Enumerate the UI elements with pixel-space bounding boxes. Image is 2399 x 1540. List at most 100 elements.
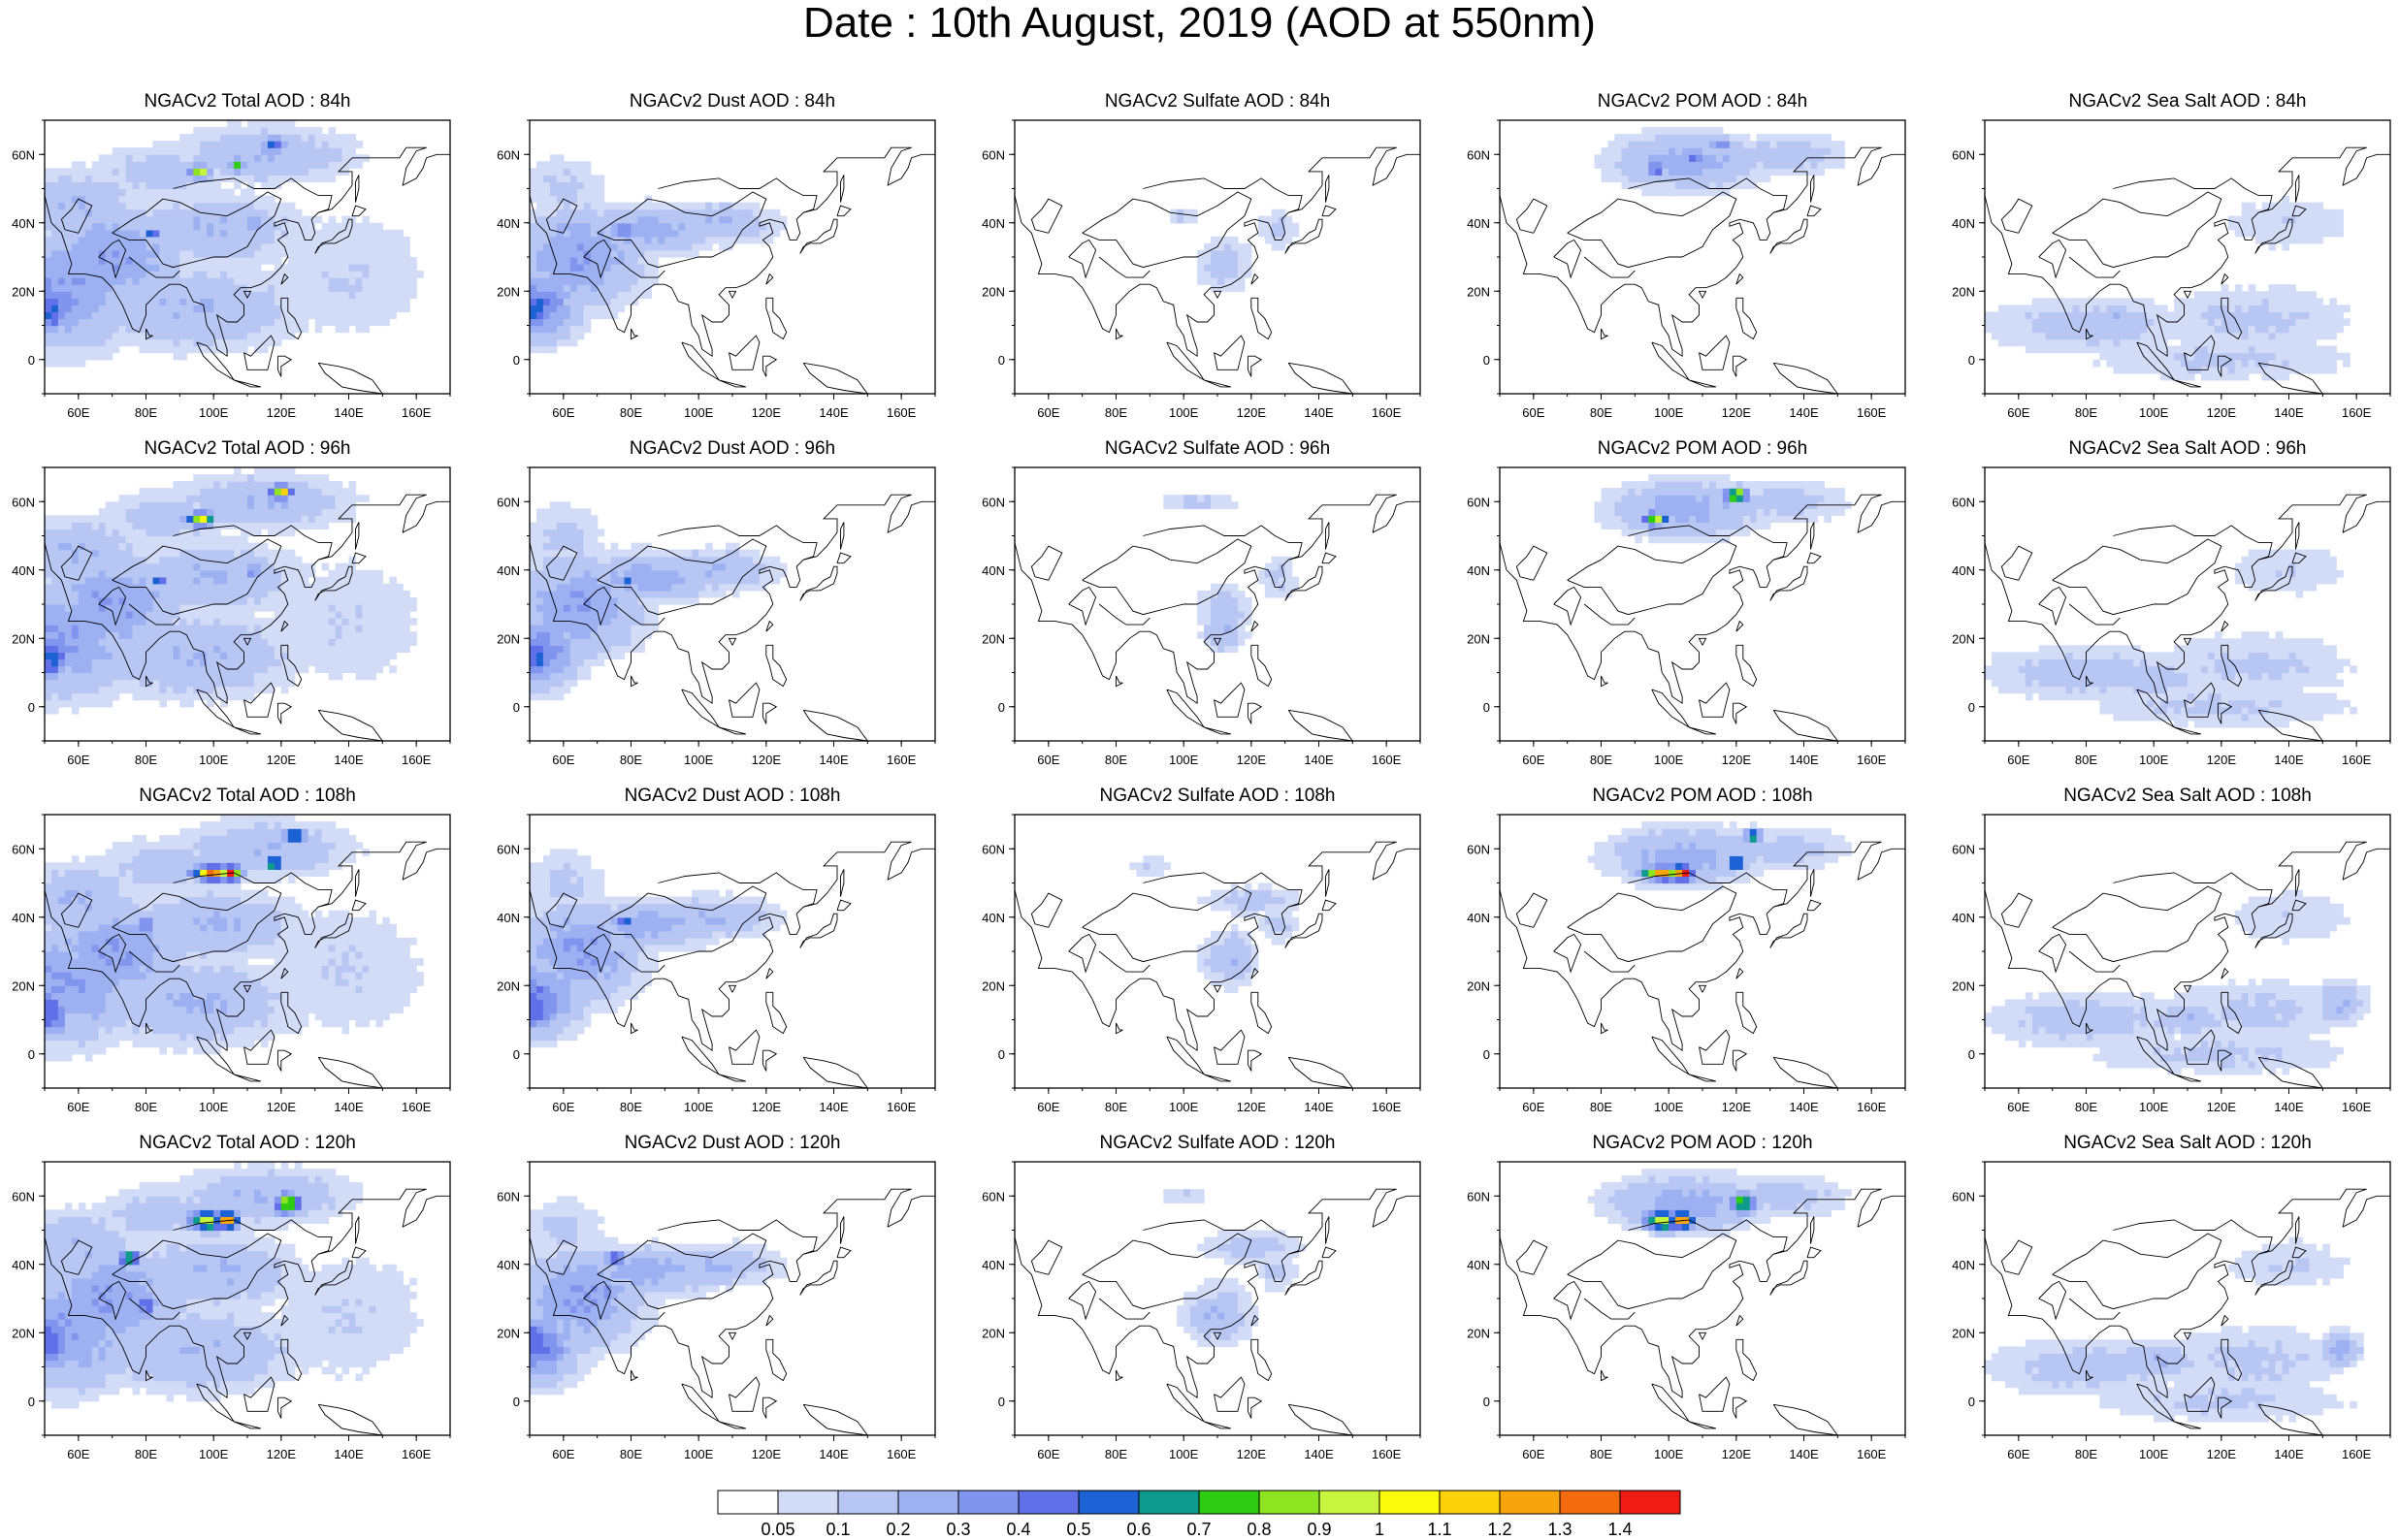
- aod-cell: [583, 195, 592, 204]
- aod-cell: [173, 188, 180, 197]
- aod-cell: [583, 257, 592, 265]
- aod-cell: [173, 175, 180, 182]
- aod-cell: [563, 175, 571, 182]
- aod-cell: [64, 352, 73, 361]
- aod-cell: [2200, 332, 2209, 340]
- aod-cell: [220, 611, 228, 619]
- aod-cell: [234, 618, 242, 626]
- aod-cell: [139, 638, 147, 646]
- aod-cell: [64, 332, 73, 340]
- aod-cell: [91, 611, 100, 619]
- aod-cell: [118, 556, 127, 564]
- aod-cell: [213, 501, 221, 509]
- aod-cell: [159, 229, 167, 238]
- aod-cell: [569, 325, 578, 334]
- aod-cell: [583, 298, 592, 305]
- aod-cell: [369, 576, 376, 585]
- aod-cell: [2221, 332, 2229, 340]
- aod-cell: [2200, 325, 2209, 334]
- aod-cell: [186, 332, 194, 340]
- aod-cell: [389, 311, 397, 320]
- aod-cell: [260, 298, 269, 305]
- aod-cell: [624, 249, 632, 258]
- aod-cell: [692, 236, 699, 244]
- aod-cell: [64, 672, 73, 681]
- aod-cell: [549, 284, 558, 292]
- lon-tick-label: 80E: [1590, 405, 1612, 420]
- aod-cell: [294, 645, 303, 653]
- aod-cell: [64, 188, 73, 197]
- aod-cell: [2288, 325, 2297, 334]
- aod-cell: [603, 249, 612, 258]
- aod-cell: [603, 222, 612, 231]
- aod-cell: [267, 209, 276, 217]
- aod-cell: [78, 311, 86, 320]
- aod-cell: [536, 188, 544, 197]
- aod-cell: [213, 202, 221, 210]
- aod-cell: [166, 141, 174, 148]
- aod-cell: [247, 474, 255, 482]
- aod-cell: [227, 264, 235, 272]
- aod-cell: [2275, 305, 2284, 312]
- aod-cell: [267, 154, 276, 162]
- aod-cell: [1689, 175, 1697, 182]
- aod-cell: [159, 291, 167, 299]
- aod-cell: [260, 631, 269, 639]
- aod-cell: [105, 311, 113, 320]
- aod-cell: [2147, 366, 2155, 374]
- aod-cell: [563, 325, 571, 334]
- aod-cell: [267, 168, 276, 176]
- aod-cell: [280, 645, 289, 653]
- aod-cell: [260, 181, 269, 190]
- aod-cell: [234, 127, 242, 135]
- aod-cell: [287, 672, 296, 681]
- aod-cell: [98, 242, 107, 251]
- aod-cell: [2072, 338, 2081, 347]
- aod-cell: [118, 495, 127, 502]
- aod-cell: [213, 181, 221, 190]
- aod-cell: [308, 257, 316, 265]
- aod-cell: [207, 542, 214, 551]
- aod-cell: [1655, 141, 1663, 148]
- aod-cell: [2295, 229, 2304, 238]
- aod-cell: [597, 229, 605, 238]
- aod-cell: [274, 625, 282, 632]
- aod-cell: [2004, 318, 2013, 327]
- aod-cell: [2227, 298, 2236, 305]
- aod-cell: [1776, 141, 1785, 148]
- aod-cell: [2268, 202, 2277, 210]
- aod-cell: [536, 332, 544, 340]
- aod-cell: [603, 311, 612, 320]
- aod-cell: [173, 556, 180, 564]
- aod-cell: [220, 549, 228, 558]
- aod-cell: [91, 576, 100, 585]
- aod-cell: [241, 215, 248, 224]
- aod-cell: [132, 665, 141, 674]
- aod-cell: [287, 127, 296, 135]
- aod-cell: [78, 298, 86, 305]
- aod-cell: [2072, 311, 2081, 320]
- aod-cell: [2322, 366, 2330, 374]
- aod-cell: [2154, 318, 2161, 327]
- aod-cell: [57, 222, 66, 231]
- aod-cell: [146, 311, 154, 320]
- aod-cell: [287, 215, 296, 224]
- aod-cell: [227, 161, 235, 169]
- aod-cell: [260, 195, 269, 204]
- aod-cell: [64, 515, 73, 523]
- aod-cell: [213, 168, 221, 176]
- aod-cell: [2234, 298, 2243, 305]
- aod-cell: [51, 242, 59, 251]
- aod-cell: [2181, 359, 2188, 368]
- coastline: [631, 328, 638, 340]
- aod-cell: [146, 618, 154, 626]
- aod-cell: [159, 692, 167, 701]
- aod-cell: [193, 284, 201, 292]
- aod-cell: [536, 686, 544, 694]
- aod-cell: [247, 508, 255, 516]
- aod-cell: [254, 161, 262, 169]
- aod-cell: [280, 672, 289, 681]
- aod-cell: [247, 249, 255, 258]
- aod-cell: [2275, 209, 2284, 217]
- aod-cell: [2113, 345, 2121, 354]
